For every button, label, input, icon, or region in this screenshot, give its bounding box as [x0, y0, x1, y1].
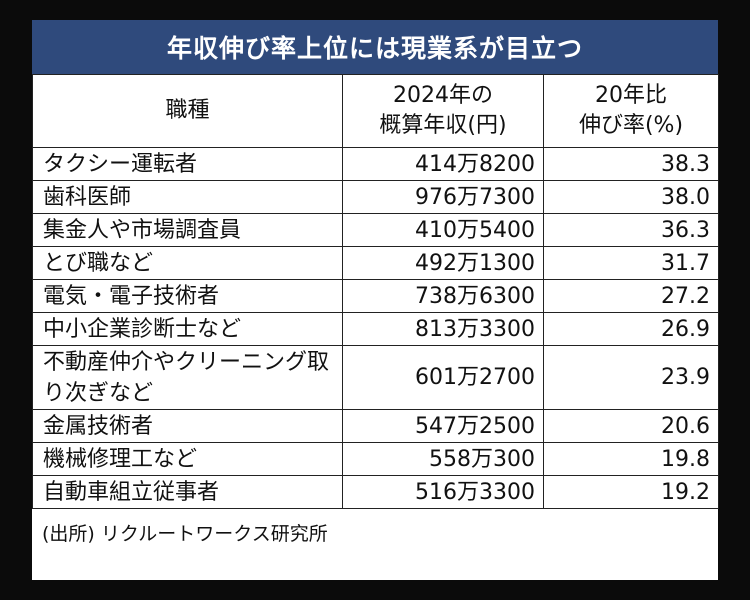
income-cell: 601万2700	[342, 345, 544, 410]
header-row: 職種 2024年の 概算年収(円) 20年比 伸び率(%)	[32, 74, 719, 148]
income-cell: 492万1300	[342, 246, 544, 280]
income-cell: 547万2500	[342, 409, 544, 443]
occupation-cell: 機械修理工など	[32, 442, 343, 476]
table-row: 電気・電子技術者 738万6300 27.2	[32, 279, 719, 313]
table-row: 自動車組立従事者 516万3300 19.2	[32, 475, 719, 509]
table-row: 中小企業診断士など 813万3300 26.9	[32, 312, 719, 346]
source-note: (出所) リクルートワークス研究所	[42, 523, 328, 545]
growth-cell: 31.7	[543, 246, 719, 280]
occupation-cell: 中小企業診断士など	[32, 312, 343, 346]
growth-cell: 27.2	[543, 279, 719, 313]
income-cell: 738万6300	[342, 279, 544, 313]
income-cell: 516万3300	[342, 475, 544, 509]
growth-cell: 23.9	[543, 345, 719, 410]
occupation-cell: 電気・電子技術者	[32, 279, 343, 313]
header-growth: 20年比 伸び率(%)	[543, 74, 719, 148]
occupation-cell: 集金人や市場調査員	[32, 213, 343, 247]
growth-cell: 36.3	[543, 213, 719, 247]
income-cell: 414万8200	[342, 147, 544, 181]
table-row: 金属技術者 547万2500 20.6	[32, 409, 719, 443]
table-card: 年収伸び率上位には現業系が目立つ 職種 2024年の 概算年収(円) 20年比 …	[32, 20, 719, 580]
header-income: 2024年の 概算年収(円)	[342, 74, 544, 148]
growth-cell: 38.0	[543, 180, 719, 214]
header-income-line2: 概算年収(円)	[379, 113, 507, 138]
table-row: 不動産仲介やクリーニング取り次ぎなど 601万2700 23.9	[32, 345, 719, 410]
table-row: タクシー運転者 414万8200 38.3	[32, 147, 719, 181]
occupation-cell: 歯科医師	[32, 180, 343, 214]
income-cell: 976万7300	[342, 180, 544, 214]
growth-cell: 38.3	[543, 147, 719, 181]
income-cell: 410万5400	[342, 213, 544, 247]
growth-cell: 20.6	[543, 409, 719, 443]
table-row: とび職など 492万1300 31.7	[32, 246, 719, 280]
table-row: 機械修理工など 558万300 19.8	[32, 442, 719, 476]
growth-cell: 19.2	[543, 475, 719, 509]
occupation-cell: 金属技術者	[32, 409, 343, 443]
income-cell: 813万3300	[342, 312, 544, 346]
header-income-line1: 2024年の	[393, 83, 493, 108]
occupation-cell: 不動産仲介やクリーニング取り次ぎなど	[32, 345, 343, 410]
table-row: 歯科医師 976万7300 38.0	[32, 180, 719, 214]
header-occupation-label: 職種	[165, 98, 210, 123]
occupation-cell: 自動車組立従事者	[32, 475, 343, 509]
header-growth-line1: 20年比	[595, 83, 667, 108]
table-title: 年収伸び率上位には現業系が目立つ	[32, 20, 718, 74]
growth-cell: 26.9	[543, 312, 719, 346]
growth-cell: 19.8	[543, 442, 719, 476]
header-occupation: 職種	[32, 74, 343, 148]
header-growth-line2: 伸び率(%)	[578, 113, 684, 138]
income-growth-table: 職種 2024年の 概算年収(円) 20年比 伸び率(%) タクシー運転者 41…	[32, 74, 719, 509]
occupation-cell: タクシー運転者	[32, 147, 343, 181]
table-row: 集金人や市場調査員 410万5400 36.3	[32, 213, 719, 247]
occupation-cell: とび職など	[32, 246, 343, 280]
income-cell: 558万300	[342, 442, 544, 476]
